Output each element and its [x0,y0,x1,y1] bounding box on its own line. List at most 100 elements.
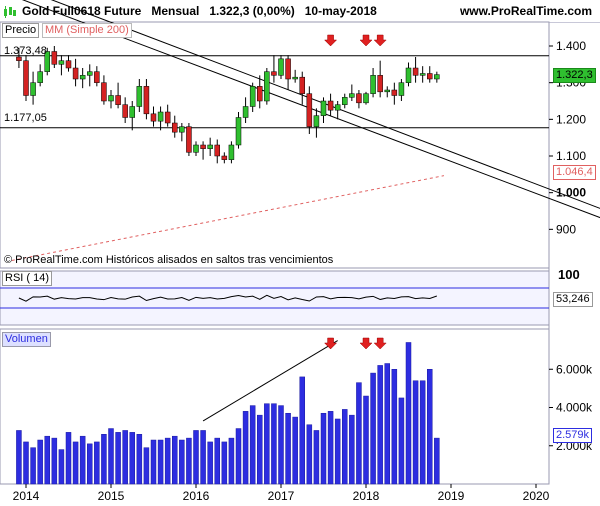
volume-trendline [202,340,338,422]
candle-body [384,89,390,93]
volume-down-arrow [323,337,338,350]
volume-bar [349,414,355,485]
candle-body [122,104,128,118]
candle [242,97,249,123]
level-low-label: 1.177,05 [4,112,47,124]
candle [434,71,440,83]
volume-bar [30,447,36,485]
volume-bar [150,439,157,485]
candle-body [285,58,291,80]
volume-bar [412,380,419,485]
volume-bar [16,430,22,485]
price-tick-label: 1.100 [556,149,586,163]
candle [391,82,398,105]
volume-bar [228,437,235,485]
candle [108,90,114,109]
down-arrow-marker [359,34,373,47]
moving-average-line [11,175,445,261]
candle-body [65,60,72,69]
candle [179,123,185,142]
candle [221,152,228,164]
candle [23,55,29,101]
candle-body [377,75,383,93]
candle [79,68,86,89]
candle [51,46,58,68]
candle-body [356,93,362,104]
copyright-note: © ProRealTime.com Históricos alisados en… [4,254,334,266]
time-tick-label: 2017 [268,489,295,503]
volume-bar [292,416,298,485]
volume-bar [157,439,164,485]
candle-body [405,67,412,83]
candle [334,101,341,120]
candle-body [334,104,341,111]
candle-body [23,60,29,96]
candle-body [172,122,178,133]
candle [214,139,220,164]
candle-body [37,71,43,83]
candle-body [391,89,398,96]
volume-bar [278,405,284,485]
candle-body [94,71,100,83]
candle-body [16,56,22,61]
candle [58,55,65,76]
candle [427,66,433,83]
volume-bar [200,430,206,485]
candle-body [249,86,256,107]
candle [193,141,199,156]
candle-body [342,97,348,105]
volume-bar [143,447,150,485]
candle-body [79,75,86,80]
volume-bar [398,397,405,485]
down-arrow-marker [373,34,387,47]
candle [278,55,284,79]
candle [306,86,313,134]
volume-bar [356,382,362,485]
candle-body [44,51,50,72]
volume-bar [271,403,277,485]
candle [349,84,355,101]
time-tick-label: 2016 [183,489,210,503]
candle-body [228,144,235,160]
volume-bar [51,437,58,485]
volume-value-label: 2.579k [553,428,593,443]
candle [16,47,22,68]
candle-body [51,51,58,65]
volume-bar [320,412,327,485]
volume-down-arrow [359,337,373,350]
candle-body [327,100,334,111]
volume-bar [334,418,341,485]
volume-bar [427,369,433,485]
volume-bar [186,437,192,485]
candle [405,62,412,87]
candle-body [200,144,206,149]
candle [264,68,270,105]
candle [37,64,43,87]
candle-body [179,126,185,133]
site-url[interactable]: www.ProRealTime.com [459,4,592,18]
candle [143,79,150,120]
candle-body [30,82,36,96]
price-tick-label: 900 [556,222,576,236]
candle [271,55,277,83]
candle [412,57,419,83]
candle-body [278,58,284,76]
candle [200,141,206,160]
level-high-label: 1.373,48 [4,45,47,57]
volume-bar [214,437,220,485]
volume-bar [115,432,121,485]
volume-bar [193,430,199,485]
volume-bar [23,441,29,485]
candle [370,68,376,98]
volume-bar [285,412,291,485]
candle-body [101,82,107,102]
volume-bar [242,411,249,485]
rsi-value-label: 53,246 [553,292,593,307]
volume-bar [179,439,185,485]
candle [115,82,121,109]
candle [172,115,178,138]
candle-body [115,95,121,105]
candle-body [264,71,270,102]
candle-body [370,75,376,94]
